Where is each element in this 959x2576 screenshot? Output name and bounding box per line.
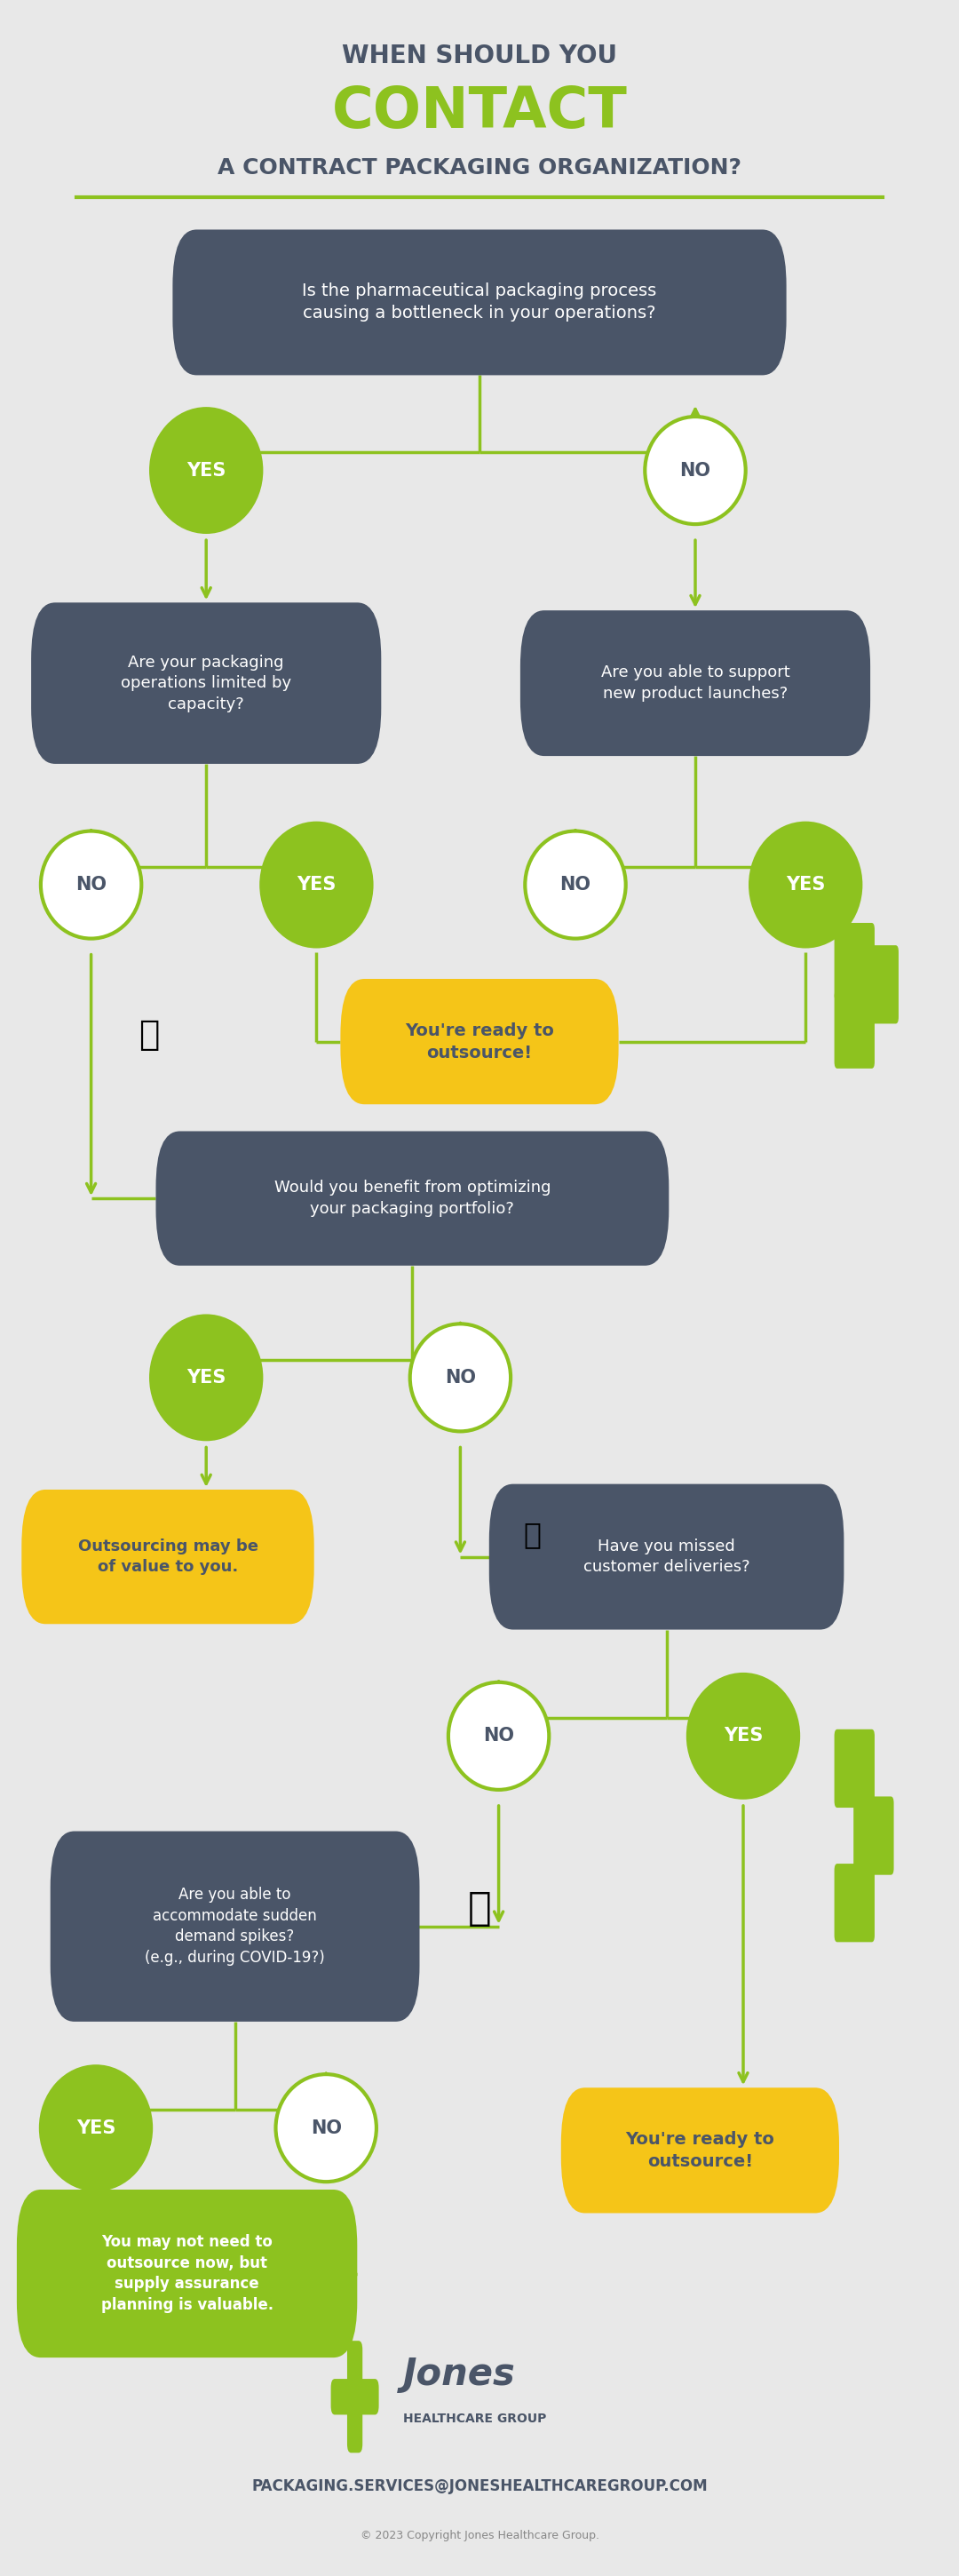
FancyBboxPatch shape	[50, 1832, 420, 2022]
Text: HEALTHCARE GROUP: HEALTHCARE GROUP	[403, 2414, 546, 2427]
Text: YES: YES	[186, 1368, 226, 1386]
FancyBboxPatch shape	[858, 945, 899, 1023]
Text: Are your packaging
operations limited by
capacity?: Are your packaging operations limited by…	[121, 654, 292, 711]
FancyBboxPatch shape	[17, 2190, 357, 2357]
FancyBboxPatch shape	[347, 2342, 363, 2452]
FancyBboxPatch shape	[155, 1131, 669, 1265]
FancyBboxPatch shape	[31, 603, 381, 765]
Text: A CONTRACT PACKAGING ORGANIZATION?: A CONTRACT PACKAGING ORGANIZATION?	[218, 157, 741, 178]
FancyBboxPatch shape	[834, 1862, 875, 1942]
Text: 🏗: 🏗	[138, 1018, 159, 1051]
Ellipse shape	[410, 1324, 511, 1432]
Ellipse shape	[644, 417, 746, 523]
Ellipse shape	[526, 832, 626, 938]
FancyBboxPatch shape	[834, 1728, 875, 1808]
Text: YES: YES	[785, 876, 826, 894]
Text: PACKAGING.SERVICES@JONESHEALTHCAREGROUP.COM: PACKAGING.SERVICES@JONESHEALTHCAREGROUP.…	[251, 2478, 708, 2494]
Text: Outsourcing may be
of value to you.: Outsourcing may be of value to you.	[78, 1538, 258, 1577]
Text: YES: YES	[76, 2120, 116, 2138]
Text: Jones: Jones	[403, 2354, 515, 2393]
Text: NO: NO	[483, 1726, 514, 1744]
Text: 🔍: 🔍	[524, 1520, 541, 1548]
Ellipse shape	[40, 832, 142, 938]
Text: You're ready to
outsource!: You're ready to outsource!	[405, 1023, 554, 1061]
Text: YES: YES	[296, 876, 337, 894]
Text: CONTACT: CONTACT	[332, 85, 627, 139]
Text: © 2023 Copyright Jones Healthcare Group.: © 2023 Copyright Jones Healthcare Group.	[360, 2530, 599, 2543]
Text: NO: NO	[76, 876, 106, 894]
FancyBboxPatch shape	[854, 1795, 894, 1875]
FancyBboxPatch shape	[834, 989, 875, 1069]
Ellipse shape	[689, 1674, 798, 1798]
Text: Would you benefit from optimizing
your packaging portfolio?: Would you benefit from optimizing your p…	[274, 1180, 550, 1216]
Ellipse shape	[152, 1316, 261, 1440]
FancyBboxPatch shape	[520, 611, 871, 755]
Text: You're ready to
outsource!: You're ready to outsource!	[625, 2130, 775, 2169]
Ellipse shape	[40, 2066, 152, 2190]
FancyBboxPatch shape	[834, 922, 875, 1002]
Text: Have you missed
customer deliveries?: Have you missed customer deliveries?	[583, 1538, 750, 1577]
Text: WHEN SHOULD YOU: WHEN SHOULD YOU	[341, 44, 618, 70]
Text: 🌐: 🌐	[468, 1888, 491, 1927]
FancyBboxPatch shape	[561, 2087, 839, 2213]
Ellipse shape	[449, 1682, 550, 1790]
Text: YES: YES	[186, 461, 226, 479]
Text: Are you able to support
new product launches?: Are you able to support new product laun…	[601, 665, 789, 701]
Ellipse shape	[750, 824, 861, 945]
Text: NO: NO	[680, 461, 711, 479]
FancyBboxPatch shape	[489, 1484, 844, 1631]
Ellipse shape	[152, 410, 261, 533]
Text: Is the pharmaceutical packaging process
causing a bottleneck in your operations?: Is the pharmaceutical packaging process …	[302, 283, 657, 322]
Text: NO: NO	[560, 876, 591, 894]
FancyBboxPatch shape	[173, 229, 786, 376]
Ellipse shape	[261, 824, 372, 945]
Text: Are you able to
accommodate sudden
demand spikes?
(e.g., during COVID-19?): Are you able to accommodate sudden deman…	[145, 1888, 325, 1965]
Text: NO: NO	[311, 2120, 341, 2138]
Text: NO: NO	[445, 1368, 476, 1386]
Ellipse shape	[276, 2074, 377, 2182]
FancyBboxPatch shape	[331, 2378, 379, 2414]
Text: YES: YES	[723, 1726, 763, 1744]
Text: You may not need to
outsource now, but
supply assurance
planning is valuable.: You may not need to outsource now, but s…	[101, 2233, 273, 2313]
FancyBboxPatch shape	[21, 1489, 315, 1623]
FancyBboxPatch shape	[340, 979, 619, 1105]
